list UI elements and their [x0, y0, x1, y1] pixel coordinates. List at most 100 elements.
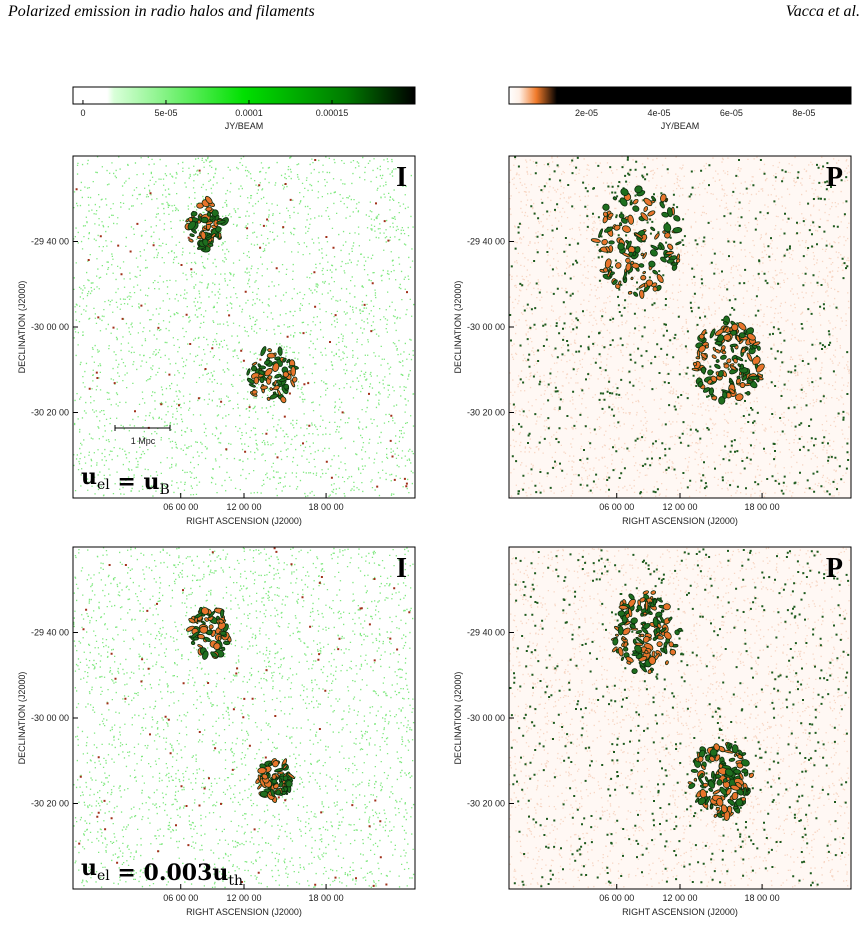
stokes-label: I — [396, 162, 407, 193]
contour — [630, 260, 635, 265]
contour — [202, 650, 209, 660]
x-tick-label: 06 00 00 — [599, 502, 634, 512]
annotation-text: = 0.003u — [110, 860, 229, 886]
contour — [714, 341, 723, 346]
contour — [656, 597, 663, 603]
contour — [618, 605, 628, 610]
contour — [635, 637, 645, 645]
contour — [735, 334, 741, 343]
contour — [709, 328, 716, 339]
x-tick-label: 12 00 00 — [662, 893, 697, 903]
contour — [731, 323, 739, 331]
contour — [625, 257, 631, 264]
contour — [729, 365, 737, 371]
contour — [669, 649, 677, 656]
contour — [738, 332, 746, 339]
contour — [661, 211, 669, 218]
contour — [710, 804, 714, 809]
contour — [266, 396, 271, 401]
running-author: Vacca et al. — [786, 3, 860, 20]
contour — [217, 621, 226, 630]
contour — [663, 645, 668, 655]
y-tick-label: -30 20 00 — [31, 408, 69, 418]
y-tick-label: -30 20 00 — [467, 408, 505, 418]
contour — [716, 779, 723, 786]
contour — [631, 668, 638, 675]
contour — [700, 352, 708, 359]
contour — [618, 213, 625, 219]
contour — [746, 390, 751, 396]
contour — [668, 616, 673, 622]
contour — [251, 365, 258, 372]
x-tick-label: 12 00 00 — [662, 502, 697, 512]
contour — [735, 798, 743, 807]
contour — [698, 345, 706, 353]
contour — [627, 290, 633, 295]
contour — [282, 357, 287, 362]
contour — [260, 385, 268, 390]
contour — [200, 216, 209, 224]
contour — [625, 613, 630, 619]
contour — [733, 768, 742, 775]
contour — [628, 593, 635, 601]
contour — [648, 656, 657, 665]
contour — [273, 385, 280, 391]
contour — [208, 624, 214, 630]
contour — [203, 636, 211, 642]
contour — [207, 242, 214, 247]
contour — [257, 783, 263, 790]
contour — [650, 590, 657, 595]
contour — [722, 391, 728, 399]
contour — [736, 762, 744, 769]
contour — [209, 216, 214, 221]
contour — [722, 321, 729, 326]
contour — [213, 642, 221, 650]
y-tick-label: -30 00 00 — [467, 713, 505, 723]
contour — [617, 625, 624, 636]
contour — [205, 221, 213, 225]
contour — [278, 781, 284, 788]
contour — [221, 646, 226, 651]
contour — [608, 240, 615, 245]
contour — [601, 238, 608, 246]
running-title: Polarized emission in radio halos and fi… — [7, 3, 315, 20]
contour — [644, 649, 649, 655]
colorbar-tick-label: 5e-05 — [154, 108, 177, 118]
contour — [723, 334, 732, 341]
contour — [206, 211, 212, 217]
contour — [652, 269, 659, 275]
contour — [259, 790, 269, 798]
contour — [659, 615, 665, 624]
contour — [668, 641, 674, 648]
contour — [612, 637, 619, 646]
contour — [188, 617, 196, 624]
contour — [712, 789, 721, 795]
contour — [711, 395, 718, 401]
contour — [632, 198, 639, 205]
contour — [612, 196, 618, 201]
contour — [722, 326, 728, 333]
x-axis-label: RIGHT ASCENSION (J2000) — [186, 907, 302, 917]
contour — [609, 271, 615, 276]
contour — [726, 358, 732, 364]
contour — [640, 612, 644, 617]
contour — [719, 786, 728, 796]
x-tick-label: 12 00 00 — [226, 502, 261, 512]
contour — [185, 625, 195, 632]
stokes-label: P — [826, 162, 843, 193]
contour — [731, 744, 739, 754]
contour — [598, 228, 603, 238]
contour — [662, 230, 666, 234]
contour — [650, 226, 656, 232]
contour — [290, 379, 296, 388]
contour — [629, 623, 636, 629]
contour — [620, 188, 629, 196]
contour — [635, 629, 643, 635]
contour — [632, 205, 640, 212]
contour — [713, 813, 718, 818]
contour — [197, 633, 205, 640]
contour — [617, 646, 624, 657]
contour — [644, 598, 648, 603]
contour — [738, 339, 744, 345]
contour — [753, 341, 761, 346]
